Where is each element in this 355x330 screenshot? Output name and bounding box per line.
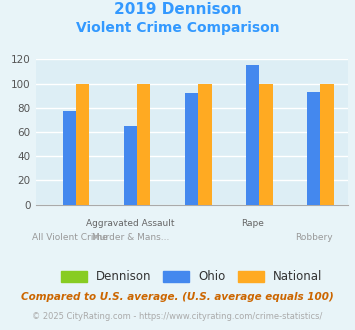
Bar bbox=[124, 126, 137, 205]
Bar bbox=[185, 93, 198, 205]
Text: Aggravated Assault: Aggravated Assault bbox=[86, 219, 175, 228]
Text: Compared to U.S. average. (U.S. average equals 100): Compared to U.S. average. (U.S. average … bbox=[21, 292, 334, 302]
Legend: Dennison, Ohio, National: Dennison, Ohio, National bbox=[56, 266, 327, 288]
Text: Violent Crime Comparison: Violent Crime Comparison bbox=[76, 21, 279, 35]
Text: © 2025 CityRating.com - https://www.cityrating.com/crime-statistics/: © 2025 CityRating.com - https://www.city… bbox=[32, 312, 323, 321]
Text: Rape: Rape bbox=[241, 219, 264, 228]
Bar bbox=[198, 83, 212, 205]
Bar bbox=[137, 83, 151, 205]
Bar bbox=[63, 112, 76, 205]
Text: Robbery: Robbery bbox=[295, 233, 333, 242]
Bar bbox=[260, 83, 273, 205]
Bar bbox=[321, 83, 334, 205]
Bar bbox=[307, 92, 321, 205]
Bar bbox=[246, 65, 260, 205]
Text: All Violent Crime: All Violent Crime bbox=[32, 233, 108, 242]
Text: 2019 Dennison: 2019 Dennison bbox=[114, 2, 241, 16]
Text: Murder & Mans...: Murder & Mans... bbox=[92, 233, 169, 242]
Bar bbox=[76, 83, 89, 205]
